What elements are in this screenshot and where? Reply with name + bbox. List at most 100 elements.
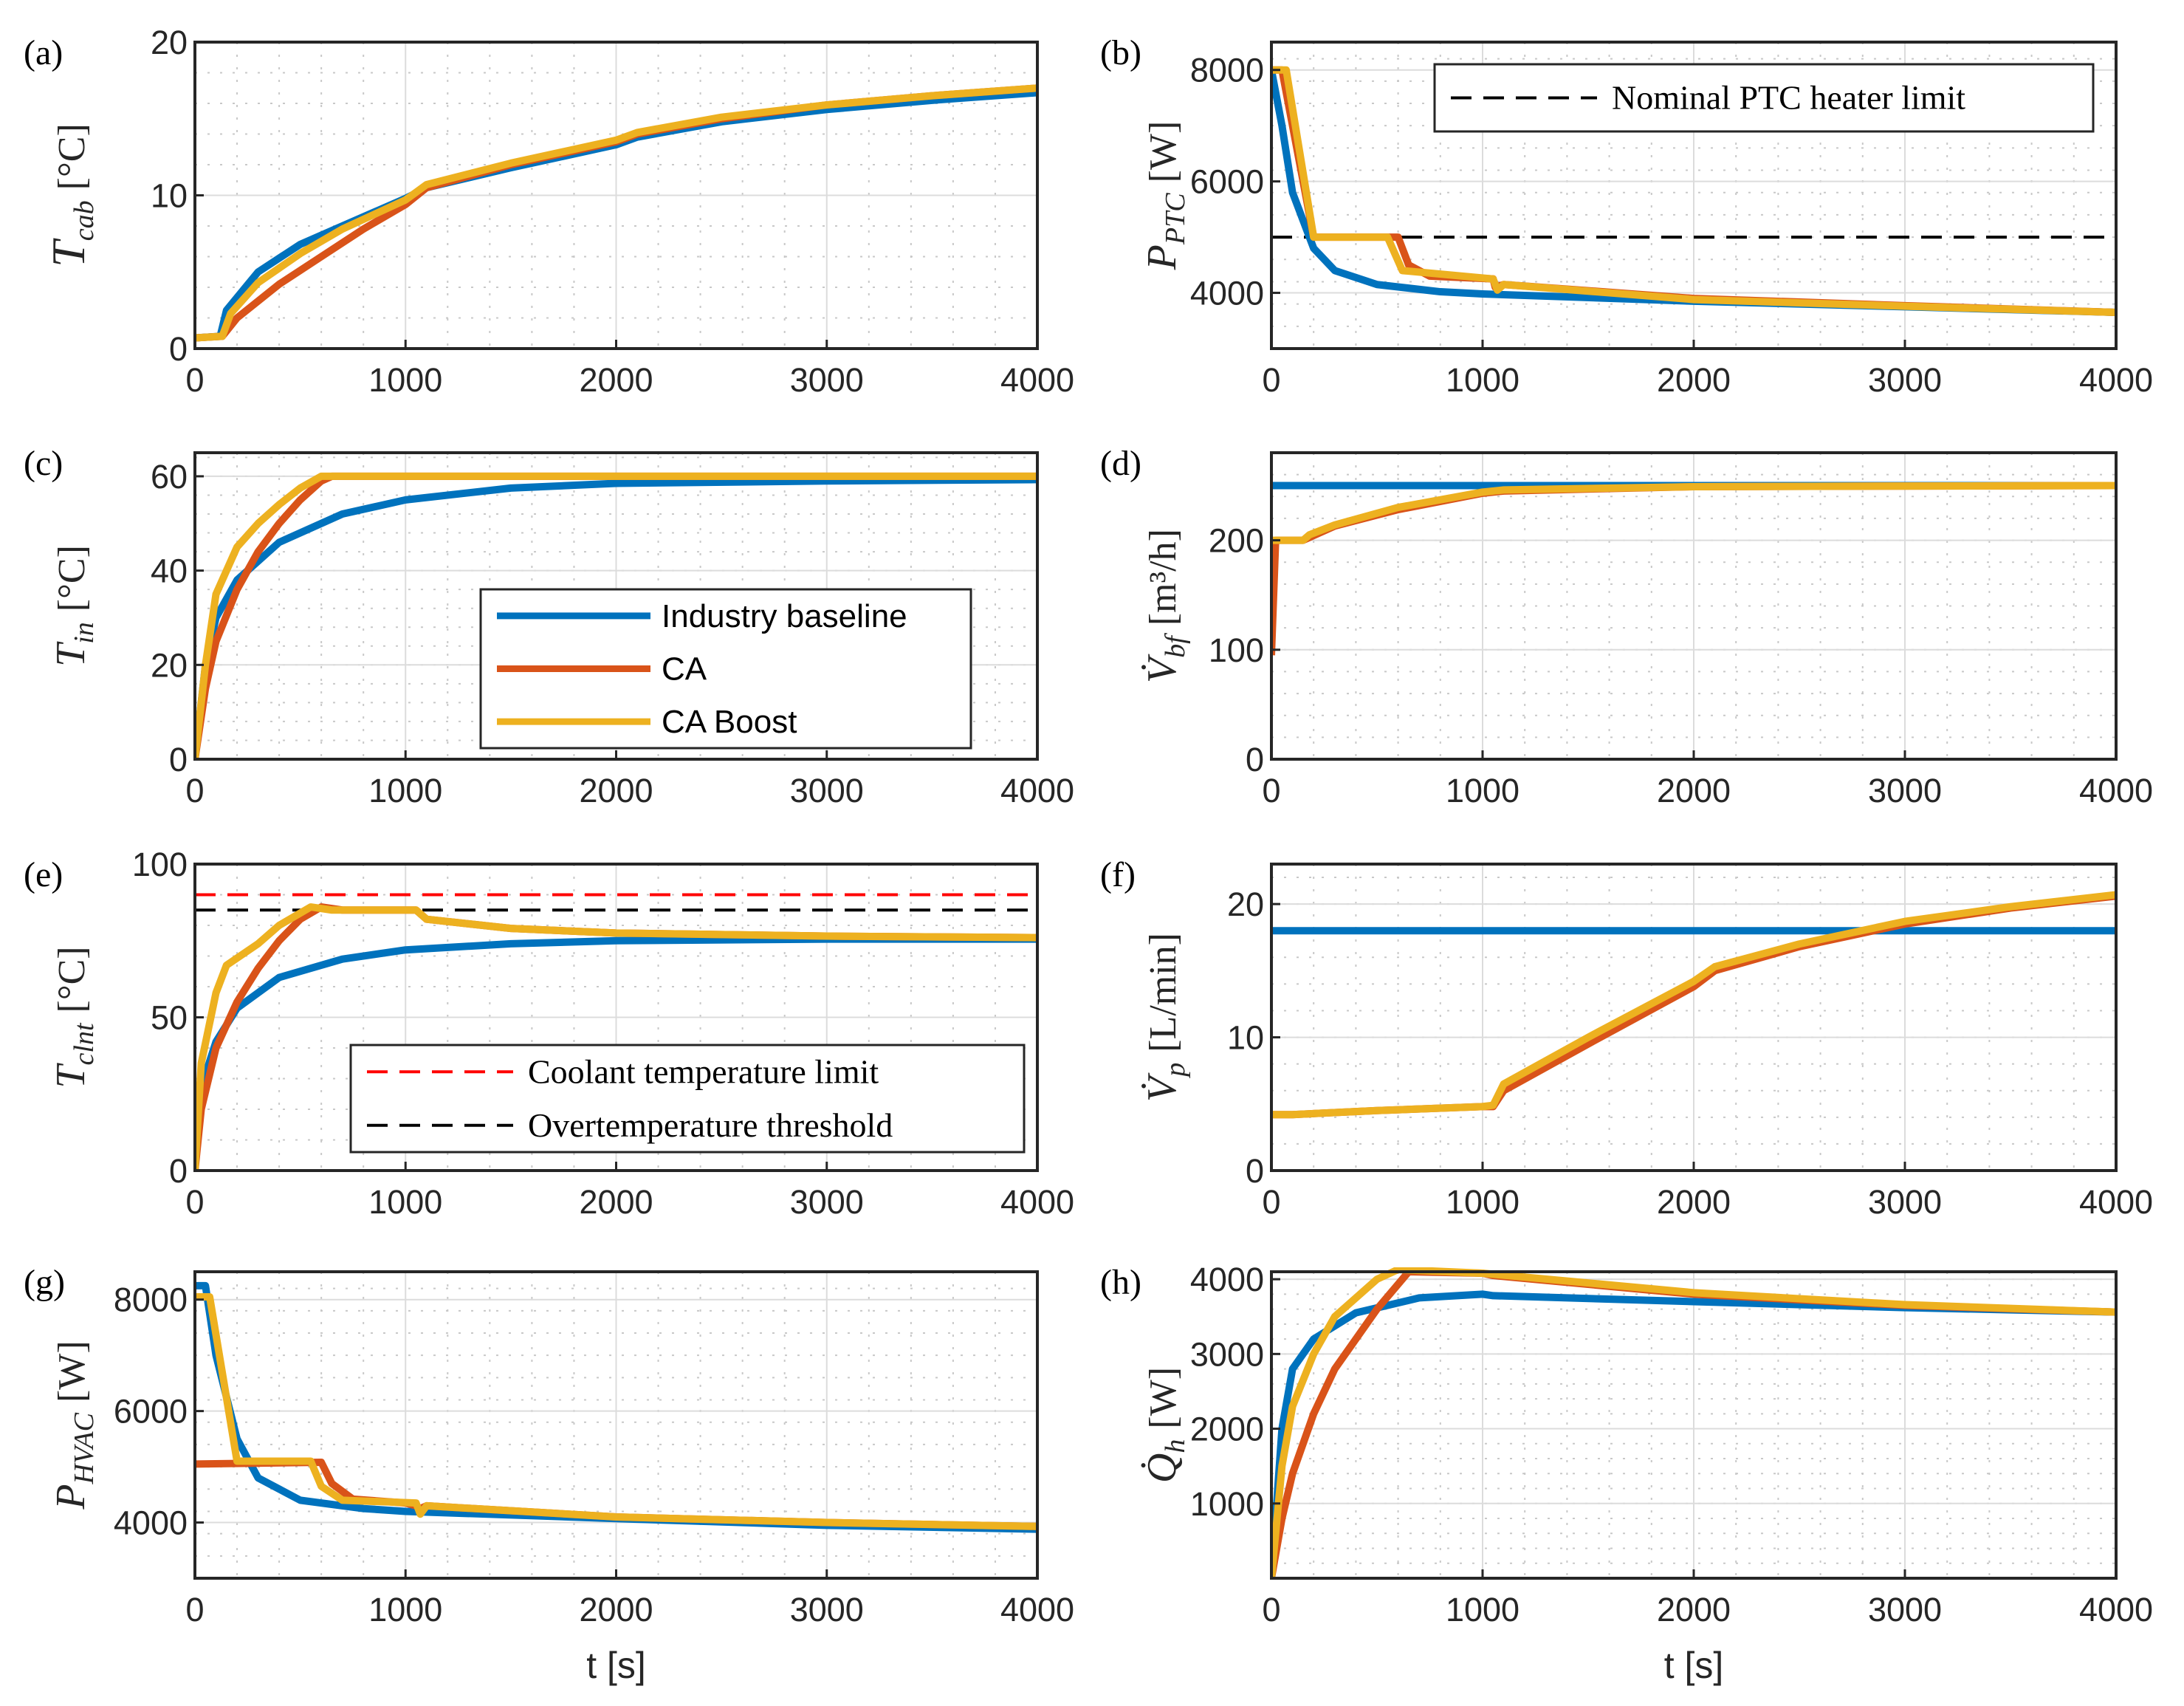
panel-e: 0 1000 2000 3000 4000 0 50 100 (e) Tclnt [°C] Coola… [24,846,1074,1221]
y-tick-label: 200 [1209,522,1264,560]
x-tick-label: 0 [1262,361,1280,399]
legend-entry-label: CA [662,651,707,688]
y-tick-label: 8000 [114,1281,188,1319]
panel-label: (c) [24,444,63,483]
y-tick-label: 20 [151,646,188,684]
y-axis-label: PHVAC [W] [48,1340,100,1510]
y-tick-label: 10 [151,177,188,215]
y-tick-label: 1000 [1190,1485,1264,1523]
y-label-subscript: in [69,622,100,644]
x-tick-label: 4000 [2079,1183,2153,1221]
x-tick-label: 1000 [368,772,442,809]
series-line-ca-boost [1271,891,2116,1119]
y-tick-label: 10 [1227,1019,1264,1057]
x-tick-label: 2000 [579,1183,653,1221]
x-tick-label: 3000 [1868,1183,1942,1221]
y-label-subscript: HVAC [69,1412,100,1484]
y-label-unit: [W] [1142,121,1184,183]
x-tick-label: 3000 [790,1183,864,1221]
y-label-subscript: clnt [69,1022,100,1065]
x-tick-label: 2000 [1657,1591,1731,1628]
x-tick-label: 0 [185,1591,204,1628]
y-tick-label: 4000 [1190,275,1264,312]
y-tick-label: 8000 [1190,52,1264,89]
panel-g: 0 1000 2000 3000 4000 4000 6000 8000 (g) PHVAC [W]… [24,1263,1074,1686]
legend: Nominal PTC heater limit [1433,63,2095,133]
series-line-ca-boost [1271,482,2116,544]
y-tick-label: 6000 [114,1393,188,1431]
y-label-unit: [°C] [51,946,93,1013]
y-tick-label: 3000 [1190,1335,1264,1373]
y-tick-label: 4000 [114,1504,188,1542]
y-axis-label: Tclnt [°C] [48,946,100,1088]
y-label-unit: [°C] [51,123,93,190]
x-tick-label: 4000 [2079,1591,2153,1628]
series-line-ca-boost [195,903,1037,1171]
x-tick-label: 1000 [1446,1183,1519,1221]
x-tick-label: 2000 [579,1591,653,1628]
panel-label: (h) [1100,1263,1141,1302]
y-label-subscript: bf [1160,633,1191,658]
y-label-subscript: cab [69,200,100,241]
panel-b: 0 1000 2000 3000 4000 4000 6000 8000 (b) PPTC [W] N… [1100,33,2153,399]
y-label-unit: [°C] [51,545,93,612]
y-label-subscript: p [1160,1063,1191,1079]
y-axis-label: V̇bf [m³/h] [1139,529,1191,683]
legend-entry-label: Industry baseline [662,598,907,634]
y-label-symbol: T [48,641,94,667]
series-line-ca-boost [195,84,1037,342]
x-tick-label: 3000 [1868,772,1942,809]
y-tick-label: 0 [169,1152,188,1190]
x-tick-label: 4000 [2079,361,2153,399]
x-tick-label: 0 [185,772,204,809]
panel-label: (f) [1100,855,1136,894]
y-tick-label: 6000 [1190,163,1264,201]
series-line-ca-boost [1271,66,2116,316]
legend-entry-label: CA Boost [662,704,797,740]
panel-label: (e) [24,855,63,894]
y-tick-label: 40 [151,552,188,590]
panel-f: 0 1000 2000 3000 4000 0 10 20 (f) V̇p [L/min] [1100,855,2153,1221]
x-axis-label: t [s] [586,1645,646,1686]
x-tick-label: 4000 [1000,361,1074,399]
x-tick-label: 2000 [1657,361,1731,399]
x-tick-label: 0 [1262,1183,1280,1221]
x-tick-label: 3000 [1868,1591,1942,1628]
y-tick-label: 0 [169,741,188,778]
y-tick-label: 2000 [1190,1411,1264,1448]
y-label-unit: [W] [1142,1367,1184,1429]
x-axis-label: t [s] [1664,1645,1724,1686]
series-line-ca-boost [1271,1267,2116,1578]
y-tick-label: 0 [1246,1152,1264,1190]
x-tick-label: 0 [1262,1591,1280,1628]
y-tick-label: 4000 [1190,1261,1264,1298]
panel-label: (g) [24,1263,65,1302]
y-tick-label: 100 [132,846,188,883]
x-tick-label: 2000 [1657,1183,1731,1221]
panel-label: (d) [1100,444,1141,483]
x-tick-label: 4000 [1000,1591,1074,1628]
y-tick-label: 50 [151,999,188,1037]
legend-entry-label: Overtemperature threshold [528,1106,893,1144]
y-axis-label: Tcab [°C] [42,123,100,267]
panel-h: 0 1000 2000 3000 4000 1000 2000 3000 4000 (h) Q̇h [… [1100,1261,2153,1686]
x-tick-label: 0 [185,361,204,399]
y-label-symbol: V̇ [1139,654,1185,683]
legend-entry-label: Coolant temperature limit [528,1052,879,1090]
x-tick-label: 3000 [790,772,864,809]
x-tick-label: 1000 [368,1183,442,1221]
legend-box [1433,63,2095,133]
y-tick-label: 60 [151,458,188,496]
y-label-symbol: Q̇ [1139,1453,1185,1483]
y-label-symbol: V̇ [1139,1072,1185,1102]
legend: Industry baseline CA CA Boost [479,588,972,750]
y-tick-label: 0 [1246,741,1264,778]
y-tick-label: 20 [151,24,188,61]
x-tick-label: 1000 [1446,1591,1519,1628]
legend: Coolant temperature limit Overtemperature… [349,1044,1026,1154]
y-tick-label: 20 [1227,885,1264,923]
y-label-unit: [W] [51,1340,93,1402]
x-tick-label: 3000 [1868,361,1942,399]
x-tick-label: 3000 [790,1591,864,1628]
x-tick-label: 0 [1262,772,1280,809]
